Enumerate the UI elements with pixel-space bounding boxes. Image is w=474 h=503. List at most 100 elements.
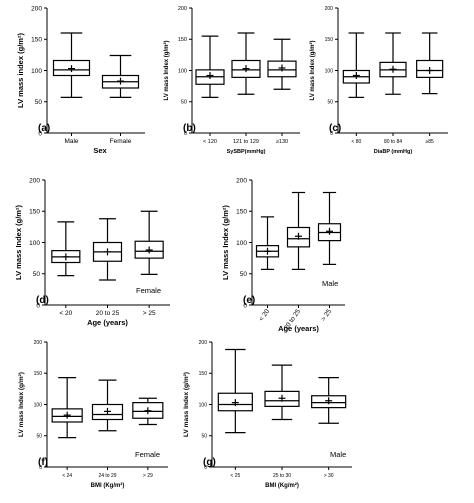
y-tick-label: 50 xyxy=(327,100,333,106)
x-axis-label: BMI (Kg/m²) xyxy=(265,482,299,489)
y-tick-label: 200 xyxy=(29,177,40,184)
y-axis-label: LV mass Index (g/m²) xyxy=(14,205,23,280)
chart-panel-d: 0 50 100 150 200 LV mass Index (g/m²) < 20 20 t… xyxy=(14,177,170,327)
panel-label: (d) xyxy=(36,295,49,306)
chart-panel-b: 0 50 100 150 200 LV mass Index (g/m²) < 120 121… xyxy=(163,6,300,155)
x-category-label: < 80 xyxy=(351,139,361,145)
y-tick-label: 50 xyxy=(201,434,207,440)
y-axis-label: LV mass index (g/m²) xyxy=(16,33,25,108)
y-tick-label: 100 xyxy=(199,402,208,408)
y-tick-label: 100 xyxy=(236,240,247,247)
panel-label: (a) xyxy=(38,123,50,134)
box-2 xyxy=(91,379,124,432)
x-axis-label: BMI (Kg/m²) xyxy=(91,482,125,489)
box-3 xyxy=(317,191,342,265)
box-3 xyxy=(416,32,444,95)
y-axis-label: LV mass Index (g/m²) xyxy=(163,41,170,101)
x-category-label: > 30 xyxy=(324,473,334,479)
group-annotation: Male xyxy=(322,279,338,288)
box-2 xyxy=(231,32,261,95)
x-category-label: 80 to 84 xyxy=(384,139,402,145)
y-tick-label: 200 xyxy=(31,5,42,12)
y-tick-label: 0 xyxy=(39,465,42,471)
panel-label: (e) xyxy=(243,295,255,306)
y-axis-label: LV mass Index (g/m²) xyxy=(221,205,230,280)
y-tick-label: 50 xyxy=(181,100,187,106)
x-axis-label: Age (years) xyxy=(87,318,128,327)
x-category-label: < 24 xyxy=(62,473,72,479)
box-2 xyxy=(286,191,311,270)
x-category-label: 121 to 129 xyxy=(233,139,259,145)
chart-panel-a: 0 50 100 150 200 LV mass index (g/m²) Male Fema… xyxy=(16,5,145,155)
chart-panel-g: 0 50 100 150 200 LV mass Index (g/m²) < 25 25 t… xyxy=(183,340,352,489)
x-category-label: Male xyxy=(64,138,78,145)
box-1 xyxy=(342,32,370,98)
panel-label: (c) xyxy=(329,123,341,134)
x-category-label: > 25 xyxy=(320,308,333,323)
y-tick-label: 100 xyxy=(29,240,40,247)
x-category-label: > 29 xyxy=(143,473,153,479)
y-axis-label: LV mass Index (g/m²) xyxy=(183,372,190,437)
x-category-label: > 25 xyxy=(143,310,156,317)
box-3 xyxy=(311,377,347,424)
y-tick-label: 150 xyxy=(236,209,247,216)
x-category-label: < 25 xyxy=(230,473,240,479)
x-category-label: ≥130 xyxy=(276,139,288,145)
y-tick-label: 50 xyxy=(33,271,41,278)
y-tick-label: 100 xyxy=(31,68,42,75)
y-tick-label: 150 xyxy=(29,209,40,216)
y-tick-label: 100 xyxy=(34,402,43,408)
box-1 xyxy=(195,35,225,98)
y-tick-label: 50 xyxy=(35,99,43,106)
y-tick-label: 50 xyxy=(36,434,42,440)
x-axis-label: DiaBP (mmHg) xyxy=(374,149,413,155)
y-tick-label: 200 xyxy=(236,177,247,184)
y-tick-label: 200 xyxy=(34,340,43,346)
y-tick-label: 200 xyxy=(199,340,208,346)
chart-panel-c: 0 50 100 150 200 LV mass Index (g/m²) < 80 80 t… xyxy=(309,6,448,155)
x-category-label: 24 to 29 xyxy=(98,473,116,479)
box-1 xyxy=(52,32,91,98)
box-3 xyxy=(267,38,297,90)
x-axis-label: Sex xyxy=(93,146,107,155)
x-category-label: < 120 xyxy=(203,139,217,145)
chart-panel-f: 0 50 100 150 200 LV mass Index (g/m²) < 24 24 t… xyxy=(18,340,168,489)
panel-label: (f) xyxy=(38,457,48,468)
y-tick-label: 0 xyxy=(184,131,187,137)
x-category-label: < 20 xyxy=(59,310,72,317)
y-tick-label: 100 xyxy=(178,68,187,74)
y-tick-label: 0 xyxy=(204,465,207,471)
y-tick-label: 100 xyxy=(325,68,334,74)
x-category-label: 20 to 25 xyxy=(96,310,120,317)
x-axis-label: SySBP(mmHg) xyxy=(227,149,266,155)
box-1 xyxy=(255,216,280,270)
x-category-label: < 20 xyxy=(258,308,271,323)
y-tick-label: 150 xyxy=(325,37,334,43)
y-tick-label: 50 xyxy=(240,271,248,278)
x-category-label: ≥85 xyxy=(426,139,435,145)
y-axis-label: LV mass Index (g/m²) xyxy=(18,372,25,437)
y-tick-label: 0 xyxy=(36,302,40,309)
box-1 xyxy=(217,348,253,434)
panel-label: (g) xyxy=(203,457,216,468)
panel-label: (b) xyxy=(183,123,196,134)
box-3 xyxy=(134,210,164,275)
group-annotation: Female xyxy=(136,286,161,295)
y-tick-label: 0 xyxy=(330,131,333,137)
y-tick-label: 150 xyxy=(199,371,208,377)
box-2 xyxy=(264,364,300,421)
x-category-label: 25 to 30 xyxy=(273,473,291,479)
box-1 xyxy=(51,221,81,277)
y-tick-label: 200 xyxy=(178,6,187,12)
box-3 xyxy=(132,397,164,426)
y-tick-label: 0 xyxy=(38,130,42,137)
y-axis-label: LV mass Index (g/m²) xyxy=(309,41,316,101)
box-2 xyxy=(379,32,407,95)
box-1 xyxy=(51,377,83,439)
box-2 xyxy=(92,218,123,281)
group-annotation: Female xyxy=(135,450,160,459)
group-annotation: Male xyxy=(330,450,346,459)
y-tick-label: 150 xyxy=(178,37,187,43)
y-tick-label: 0 xyxy=(243,302,247,309)
